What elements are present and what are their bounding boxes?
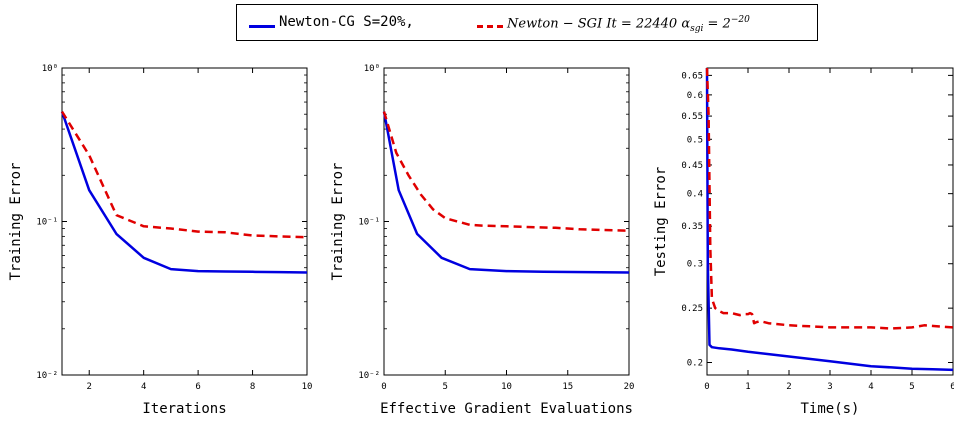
chart-2-xtick-label-0: 0 bbox=[381, 382, 386, 392]
chart-2-xtick-label-4: 20 bbox=[624, 382, 635, 392]
chart-1-ytick-label-1: 10⁻¹ bbox=[36, 218, 58, 228]
chart-3-ytick-label-2: 0.3 bbox=[687, 260, 703, 270]
chart-3-ytick-label-3: 0.35 bbox=[681, 222, 703, 232]
chart-1-ytick-label-2: 10⁰ bbox=[42, 64, 58, 74]
chart-1-ylabel: Training Error bbox=[8, 162, 24, 280]
chart-3-ytick-label-8: 0.6 bbox=[687, 91, 703, 101]
chart-2-series-newton-sgi-line bbox=[382, 111, 630, 233]
legend: Newton-CG S=20%, Newton − SGI It = 22440… bbox=[236, 4, 818, 41]
chart-1-xtick-label-2: 6 bbox=[195, 382, 200, 392]
chart-1-xtick-label-1: 4 bbox=[141, 382, 146, 392]
chart-1-xtick-label-0: 2 bbox=[87, 382, 92, 392]
chart-2-ytick-label-0: 10⁻² bbox=[358, 371, 380, 381]
chart-3-ytick-label-9: 0.65 bbox=[681, 71, 703, 81]
chart-1-xlabel: Iterations bbox=[142, 401, 226, 417]
legend-label-series-a: Newton-CG S=20%, bbox=[279, 14, 414, 30]
legend-label-series-b-sub: sgi bbox=[690, 23, 704, 34]
legend-label-series-b-main: Newton − SGI It = 22440 α bbox=[507, 16, 691, 32]
legend-swatch-series-a bbox=[249, 25, 275, 28]
legend-label-series-b-eq: = 2 bbox=[703, 16, 731, 32]
chart-2-xtick-label-3: 15 bbox=[562, 382, 573, 392]
chart-3-xtick-label-5: 5 bbox=[909, 382, 914, 392]
legend-swatch-series-b bbox=[477, 25, 503, 28]
chart-3-xtick-label-0: 0 bbox=[704, 382, 709, 392]
chart-1-xtick-label-3: 8 bbox=[250, 382, 255, 392]
chart-3-ytick-label-6: 0.5 bbox=[687, 135, 703, 145]
chart-2-series-newton-cg-line bbox=[382, 111, 630, 274]
chart-3-ylabel: Testing Error bbox=[653, 167, 669, 277]
chart-3-ytick-label-0: 0.2 bbox=[687, 359, 703, 369]
chart-2-xtick-label-1: 5 bbox=[443, 382, 448, 392]
chart-2-axes-box bbox=[383, 67, 630, 376]
chart-2-ytick-label-1: 10⁻¹ bbox=[358, 218, 380, 228]
chart-3-series-newton-cg-line bbox=[705, 67, 954, 372]
chart-3-ytick-label-5: 0.45 bbox=[681, 161, 703, 171]
chart-2-ytick-label-2: 10⁰ bbox=[364, 64, 380, 74]
chart-2-xtick-label-2: 10 bbox=[501, 382, 512, 392]
chart-3-xtick-label-4: 4 bbox=[868, 382, 873, 392]
chart-3-series-newton-sgi-line bbox=[705, 67, 954, 330]
chart-3-ytick-label-7: 0.55 bbox=[681, 112, 703, 122]
legend-label-series-b: Newton − SGI It = 22440 αsgi = 2−20 bbox=[507, 15, 750, 34]
chart-1-series-newton-sgi-line bbox=[60, 110, 308, 239]
chart-3-xtick-label-1: 1 bbox=[745, 382, 750, 392]
chart-3-xtick-label-2: 2 bbox=[786, 382, 791, 392]
chart-1-ytick-label-0: 10⁻² bbox=[36, 371, 58, 381]
chart-3-xlabel: Time(s) bbox=[800, 401, 859, 417]
chart-3-ytick-label-4: 0.4 bbox=[687, 190, 703, 200]
chart-3-xtick-label-3: 3 bbox=[827, 382, 832, 392]
chart-3-ytick-label-1: 0.25 bbox=[681, 304, 703, 314]
chart-3-axes-box bbox=[706, 67, 954, 376]
chart-2-xlabel: Effective Gradient Evaluations bbox=[380, 401, 633, 417]
chart-1-axes-box bbox=[61, 67, 308, 376]
chart-2-ylabel: Training Error bbox=[330, 162, 346, 280]
chart-1-xtick-label-4: 10 bbox=[302, 382, 313, 392]
legend-label-series-b-sup: −20 bbox=[730, 15, 750, 25]
chart-3-xtick-label-6: 6 bbox=[950, 382, 954, 392]
chart-1-series-newton-cg-line bbox=[60, 111, 308, 274]
